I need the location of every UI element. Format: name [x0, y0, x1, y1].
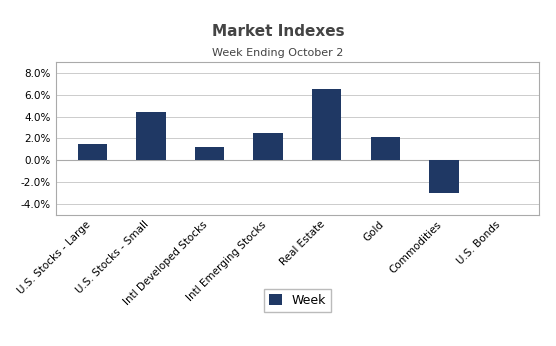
Text: Market Indexes: Market Indexes [212, 24, 344, 39]
Bar [78, 144, 107, 160]
Legend: Week: Week [264, 289, 331, 312]
Bar [371, 137, 400, 160]
Bar [254, 133, 283, 160]
Bar [429, 160, 459, 193]
Bar [136, 112, 166, 160]
Bar [312, 90, 341, 160]
Text: Week Ending October 2: Week Ending October 2 [212, 48, 344, 58]
Bar [195, 147, 224, 160]
